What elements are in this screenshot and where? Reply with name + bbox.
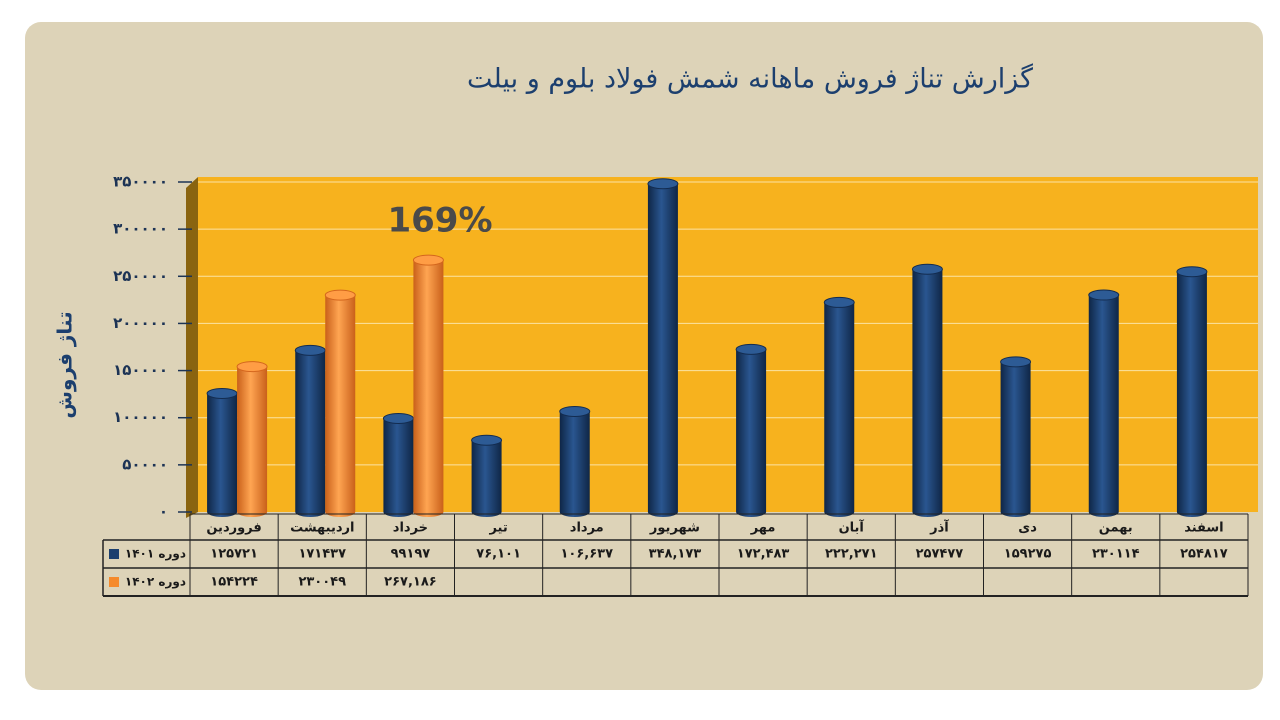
table-value: ۲۶۷,۱۸۶ [384,575,437,590]
bar-cap [206,387,238,399]
bar [1000,356,1031,517]
table-value: ۲۲۲,۲۷۱ [825,547,878,562]
y-tick-label: ۱۵۰۰۰۰ [113,361,168,379]
table-value: ۲۵۷۴۷۷ [916,547,964,562]
y-tick-label: ۳۰۰۰۰۰ [113,220,168,238]
bar-cap [382,412,414,424]
bar [647,178,678,517]
bar-cap [1000,356,1032,368]
plot-side-wall [186,177,198,518]
x-tick-label: اردیبهشت [290,521,354,536]
bar [1176,266,1207,517]
bar [383,413,414,517]
table-value: ۱۰۶,۶۳۷ [560,547,613,562]
bar-cap [294,344,326,356]
bar-cap [236,361,268,373]
y-tick-label: ۲۵۰۰۰۰ [113,267,168,285]
bar [295,345,326,517]
bar [912,264,943,517]
y-tick-label: ۵۰۰۰۰ [122,455,168,473]
bar [207,388,238,517]
bar [471,435,502,517]
x-tick-label: مهر [750,521,776,536]
x-tick-label: دی [1018,521,1037,536]
annotation: 169% [387,201,492,241]
bar [824,297,855,517]
bar [559,406,590,517]
bar [1088,290,1119,517]
table-value: ۱۷۲,۴۸۳ [737,547,790,562]
x-tick-label: فروردین [206,521,261,536]
bar-cap [412,254,444,266]
bar-cap [735,343,767,355]
table-value: ۲۳۰۰۴۹ [298,575,346,590]
table-value: ۲۳۰۱۱۴ [1092,547,1140,562]
x-tick-label: تیر [488,521,507,536]
chart-title: گزارش تناژ فروش ماهانه شمش فولاد بلوم و … [467,63,1033,95]
x-tick-label: مرداد [570,521,604,536]
bar-cap [559,405,591,417]
legend-swatch [109,577,119,587]
legend-label: دوره ۱۴۰۲ [125,575,186,590]
x-tick-label: شهریور [649,521,700,536]
bar-cap [324,289,356,301]
y-tick-label: ۱۰۰۰۰۰ [113,408,168,426]
bar [237,361,268,517]
x-tick-label: آذر [929,519,949,536]
x-tick-label: آبان [839,519,865,536]
y-tick-label: ۲۰۰۰۰۰ [113,314,168,332]
table-value: ۹۹۱۹۷ [391,547,431,562]
table-value: ۲۵۴۸۱۷ [1180,547,1228,562]
bar-cap [471,434,503,446]
bar-cap [1176,266,1208,278]
y-tick-label: ۳۵۰۰۰۰ [113,173,168,191]
legend-swatch [109,549,119,559]
legend-label: دوره ۱۴۰۱ [125,547,186,562]
y-axis-label: تناژ فروش [53,311,77,418]
bar [325,290,356,517]
table-value: ۳۴۸,۱۷۳ [649,547,702,562]
bar [413,255,444,517]
table-value: ۱۷۱۴۳۷ [298,547,346,562]
x-tick-label: اسفند [1184,521,1223,536]
table-value: ۱۲۵۷۲۱ [210,547,258,562]
bar [736,344,767,517]
y-tick-label: ۰ [159,503,168,521]
bar-cap [647,178,679,190]
x-tick-label: بهمن [1099,521,1133,536]
table-value: ۱۵۹۲۷۵ [1004,547,1052,562]
bar-cap [823,296,855,308]
table-value: ۱۵۴۲۲۴ [210,575,258,590]
bar-cap [911,263,943,275]
table-value: ۷۶,۱۰۱ [476,547,521,562]
plot-area [198,177,1258,512]
bar-cap [1088,289,1120,301]
x-tick-label: خرداد [393,521,428,536]
